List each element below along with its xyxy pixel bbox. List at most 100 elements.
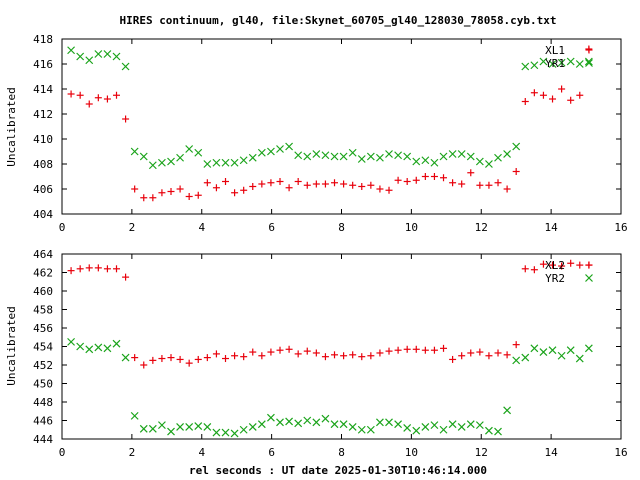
top-point-yr1 (257, 148, 266, 157)
top-point-xl1 (258, 180, 266, 188)
top-point-yr1 (530, 61, 539, 70)
top-point-yr1 (430, 158, 439, 167)
bottom-point-yr2 (148, 424, 157, 433)
top-xtick-label: 10 (405, 221, 418, 234)
bottom-plot: Uncalibrated 0 2 4 6 8 10 12 14 16 444 446 448 450 45… (5, 248, 628, 459)
top-point-xl1 (167, 188, 175, 195)
bottom-xtick-label: 8 (338, 446, 345, 459)
bottom-point-yr2 (230, 429, 239, 438)
top-point-xl1 (222, 178, 230, 185)
top-point-xl1 (312, 180, 320, 188)
top-point-xl1 (485, 181, 493, 189)
bottom-point-yr2 (67, 337, 76, 346)
bottom-point-yr2 (130, 411, 139, 420)
top-point-xl1 (349, 181, 357, 189)
top-point-xl1 (358, 183, 366, 190)
bottom-point-yr2 (421, 423, 430, 431)
top-point-xl1 (67, 90, 75, 98)
top-point-xl1 (558, 85, 566, 93)
top-ytick-label: 410 (33, 133, 53, 146)
top-point-yr1 (185, 145, 194, 153)
bottom-point-xl2 (476, 348, 484, 356)
bottom-point-xl2 (303, 347, 311, 355)
top-point-xl1 (185, 193, 193, 200)
top-point-yr1 (312, 150, 321, 158)
top-point-yr1 (403, 152, 412, 161)
top-ytick-label: 418 (33, 33, 53, 46)
top-point-yr1 (167, 157, 175, 166)
top-point-xl1 (85, 100, 93, 108)
chart-title: HIRES continuum, gl40, file:Skynet_60705… (119, 14, 556, 27)
top-point-xl1 (321, 180, 329, 188)
bottom-point-xl2 (240, 353, 248, 361)
top-point-xl1 (149, 194, 157, 202)
bottom-point-yr2 (76, 342, 85, 351)
top-point-xl1 (203, 179, 211, 187)
top-point-yr1 (103, 50, 112, 58)
bottom-point-xl2 (312, 349, 320, 357)
bottom-ytick-label: 446 (33, 415, 53, 428)
bottom-point-xl2 (122, 273, 130, 281)
top-point-yr1 (221, 158, 230, 167)
top-point-yr1 (94, 50, 103, 58)
top-point-yr1 (248, 153, 257, 162)
bottom-point-yr2 (448, 420, 457, 429)
bottom-xtick-label: 12 (475, 446, 488, 459)
top-xtick-label: 8 (338, 221, 345, 234)
top-point-yr1 (448, 150, 457, 158)
top-point-xl1 (94, 94, 102, 102)
bottom-point-yr2 (112, 339, 121, 348)
bottom-point-xl2 (367, 352, 375, 360)
bottom-point-xl2 (558, 262, 566, 270)
bottom-point-yr2 (376, 418, 384, 427)
top-point-xl1 (267, 179, 275, 187)
top-point-xl1 (521, 98, 529, 105)
bottom-point-xl2 (567, 259, 575, 267)
top-point-xl1 (76, 91, 84, 99)
bottom-point-xl2 (203, 354, 211, 362)
top-point-yr1 (548, 60, 557, 68)
top-point-yr1 (85, 56, 94, 65)
top-point-xl1 (285, 184, 293, 192)
bottom-point-yr2 (185, 423, 194, 431)
top-point-yr1 (321, 151, 330, 160)
bottom-point-xl2 (140, 361, 148, 369)
bottom-point-yr2 (121, 353, 130, 362)
bottom-point-xl2 (294, 350, 302, 358)
top-point-yr1 (475, 157, 484, 166)
bottom-point-xl2 (421, 346, 429, 354)
bottom-point-xl2 (194, 355, 202, 363)
bottom-point-xl2 (576, 261, 584, 269)
bottom-plot-ticks: 0 2 4 6 8 10 12 14 16 444 446 448 450 452 454 456 458 460… (33, 248, 628, 459)
bottom-point-yr2 (303, 416, 312, 425)
bottom-point-xl2 (403, 345, 411, 353)
top-point-yr1 (230, 158, 239, 167)
top-point-yr1 (376, 153, 384, 162)
bottom-point-yr2 (557, 351, 566, 360)
top-point-xl1 (340, 180, 348, 188)
top-point-xl1 (412, 176, 420, 184)
top-ytick-label: 414 (33, 83, 53, 96)
bottom-point-yr2 (212, 428, 221, 437)
top-xtick-label: 0 (59, 221, 66, 234)
bottom-point-yr2 (139, 424, 148, 433)
top-point-yr1 (239, 156, 248, 165)
bottom-point-xl2 (467, 349, 475, 357)
top-plot-ticks: 0 2 4 6 8 10 12 14 16 404 406 408 410 412 414 416 418 (33, 33, 628, 234)
top-point-yr1 (385, 150, 393, 158)
bottom-point-yr2 (412, 426, 421, 435)
top-point-xl1 (467, 169, 475, 177)
top-ytick-label: 412 (33, 108, 53, 121)
bottom-point-yr2 (566, 346, 575, 355)
bottom-point-yr2 (403, 423, 412, 432)
bottom-xtick-label: 14 (545, 446, 559, 459)
top-xtick-label: 2 (129, 221, 136, 234)
bottom-ytick-label: 456 (33, 322, 53, 335)
top-point-xl1 (376, 185, 384, 193)
bottom-point-yr2 (257, 420, 266, 429)
top-plot: Uncalibrated 0 2 4 6 8 10 12 14 16 404 406 408 410 41… (5, 33, 628, 234)
bottom-point-xl2 (258, 352, 266, 360)
bottom-ytick-label: 462 (33, 267, 53, 280)
top-point-xl1 (231, 189, 239, 197)
